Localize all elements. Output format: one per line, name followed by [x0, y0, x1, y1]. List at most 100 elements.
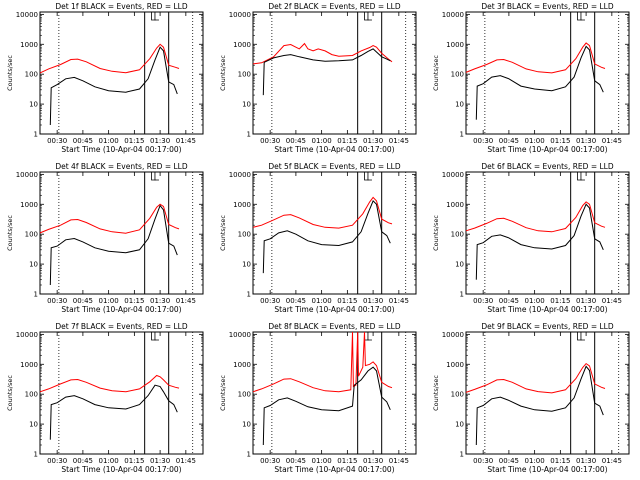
- panel-4: Det 4f BLACK = Events, RED = LLD 1 10 100 10…: [6, 162, 204, 314]
- y-tick-label: 10: [29, 421, 38, 429]
- interval-marker: [580, 12, 585, 21]
- x-axis-label: Start Time (10-Apr-04 00:17:00): [487, 305, 607, 314]
- y-tick-label: 10: [455, 101, 464, 109]
- x-tick-label: 01:00: [312, 137, 332, 145]
- plot-frame: [39, 331, 204, 455]
- x-tick-label: 00:45: [73, 137, 93, 145]
- interval-marker: [151, 172, 156, 181]
- y-axis-label: Counts/sec: [6, 375, 14, 411]
- x-tick-label: 00:30: [473, 457, 493, 465]
- y-tick-label: 1: [460, 451, 464, 459]
- y-tick-label: 1000: [446, 201, 464, 209]
- lld-series-line: [465, 42, 606, 74]
- lld-series-line: [39, 374, 180, 393]
- y-tick-label: 10000: [442, 11, 464, 19]
- x-tick-label: 00:45: [286, 457, 306, 465]
- lld-series-line: [39, 203, 180, 234]
- y-tick-label: 1000: [233, 201, 251, 209]
- lld-series-line: [465, 201, 606, 233]
- x-tick-label: 01:30: [363, 297, 383, 305]
- events-series-line: [475, 365, 604, 446]
- y-tick-label: 100: [451, 231, 464, 239]
- panel-7: Det 7f BLACK = Events, RED = LLD 1 10 100 10…: [6, 322, 204, 474]
- y-tick-label: 1: [247, 131, 251, 139]
- y-tick-label: 100: [25, 231, 38, 239]
- x-tick-label: 00:30: [47, 137, 67, 145]
- x-tick-label: 01:00: [312, 457, 332, 465]
- y-tick-label: 10: [242, 101, 251, 109]
- panel-title: Det 3f BLACK = Events, RED = LLD: [481, 2, 614, 11]
- x-tick-label: 01:30: [150, 137, 170, 145]
- y-tick-label: 100: [451, 391, 464, 399]
- y-tick-label: 1000: [233, 41, 251, 49]
- panel-8: Det 8f BLACK = Events, RED = LLD 1 10 100 10…: [219, 322, 417, 474]
- panel-title: Det 8f BLACK = Events, RED = LLD: [268, 322, 401, 331]
- y-axis-label: Counts/sec: [6, 215, 14, 251]
- x-tick-label: 00:45: [499, 297, 519, 305]
- y-tick-label: 100: [25, 391, 38, 399]
- x-axis-label: Start Time (10-Apr-04 00:17:00): [274, 305, 394, 314]
- x-tick-label: 00:30: [47, 457, 67, 465]
- x-tick-label: 01:30: [150, 457, 170, 465]
- x-tick-label: 01:45: [389, 137, 409, 145]
- x-tick-label: 01:30: [363, 137, 383, 145]
- x-tick-label: 01:00: [99, 457, 119, 465]
- plot-frame: [465, 171, 630, 295]
- y-tick-label: 1000: [233, 361, 251, 369]
- x-tick-label: 01:30: [576, 297, 596, 305]
- x-tick-label: 00:30: [47, 297, 67, 305]
- x-axis-label: Start Time (10-Apr-04 00:17:00): [487, 465, 607, 474]
- y-tick-label: 1000: [446, 41, 464, 49]
- y-tick-label: 10: [29, 101, 38, 109]
- panel-title: Det 7f BLACK = Events, RED = LLD: [55, 322, 188, 331]
- interval-marker: [151, 12, 156, 21]
- interval-marker: [364, 172, 369, 181]
- y-tick-label: 1000: [20, 41, 38, 49]
- interval-marker: [577, 12, 582, 21]
- y-tick-label: 1: [460, 131, 464, 139]
- x-tick-label: 00:30: [473, 297, 493, 305]
- y-tick-label: 1000: [446, 361, 464, 369]
- events-series-line: [475, 45, 604, 120]
- x-tick-label: 00:30: [260, 457, 280, 465]
- y-tick-label: 10: [455, 421, 464, 429]
- x-tick-label: 00:30: [473, 137, 493, 145]
- y-tick-label: 10000: [229, 331, 251, 339]
- x-tick-label: 01:15: [337, 137, 357, 145]
- panel-title: Det 1f BLACK = Events, RED = LLD: [55, 2, 188, 11]
- x-tick-label: 01:30: [576, 457, 596, 465]
- plot-frame: [39, 171, 204, 295]
- x-tick-label: 01:45: [602, 137, 622, 145]
- x-tick-label: 01:00: [525, 457, 545, 465]
- x-tick-label: 00:45: [499, 137, 519, 145]
- plot-frame: [252, 331, 417, 455]
- y-tick-label: 1: [460, 291, 464, 299]
- y-tick-label: 100: [238, 391, 251, 399]
- interval-marker: [367, 12, 372, 21]
- x-tick-label: 01:45: [602, 457, 622, 465]
- panel-6: Det 6f BLACK = Events, RED = LLD 1 10 100 10…: [432, 162, 630, 314]
- x-tick-label: 01:45: [176, 297, 196, 305]
- x-tick-label: 01:00: [525, 297, 545, 305]
- x-tick-label: 01:15: [337, 297, 357, 305]
- x-axis-label: Start Time (10-Apr-04 00:17:00): [61, 145, 181, 154]
- panel-title: Det 2f BLACK = Events, RED = LLD: [268, 2, 401, 11]
- interval-marker: [364, 12, 369, 21]
- y-tick-label: 10000: [229, 11, 251, 19]
- y-axis-label: Counts/sec: [219, 55, 227, 91]
- lld-series-line: [39, 43, 180, 74]
- interval-marker: [154, 172, 159, 181]
- x-tick-label: 01:00: [525, 137, 545, 145]
- y-axis-label: Counts/sec: [219, 375, 227, 411]
- plot-frame: [252, 11, 417, 135]
- x-tick-label: 01:45: [389, 457, 409, 465]
- events-series-line: [49, 384, 178, 440]
- x-axis-label: Start Time (10-Apr-04 00:17:00): [487, 145, 607, 154]
- x-tick-label: 01:00: [99, 137, 119, 145]
- panel-title: Det 6f BLACK = Events, RED = LLD: [481, 162, 614, 171]
- x-axis-label: Start Time (10-Apr-04 00:17:00): [61, 305, 181, 314]
- lld-series-line: [252, 42, 393, 65]
- x-tick-label: 00:30: [260, 137, 280, 145]
- x-tick-label: 01:45: [176, 457, 196, 465]
- lld-series-line: [465, 362, 606, 394]
